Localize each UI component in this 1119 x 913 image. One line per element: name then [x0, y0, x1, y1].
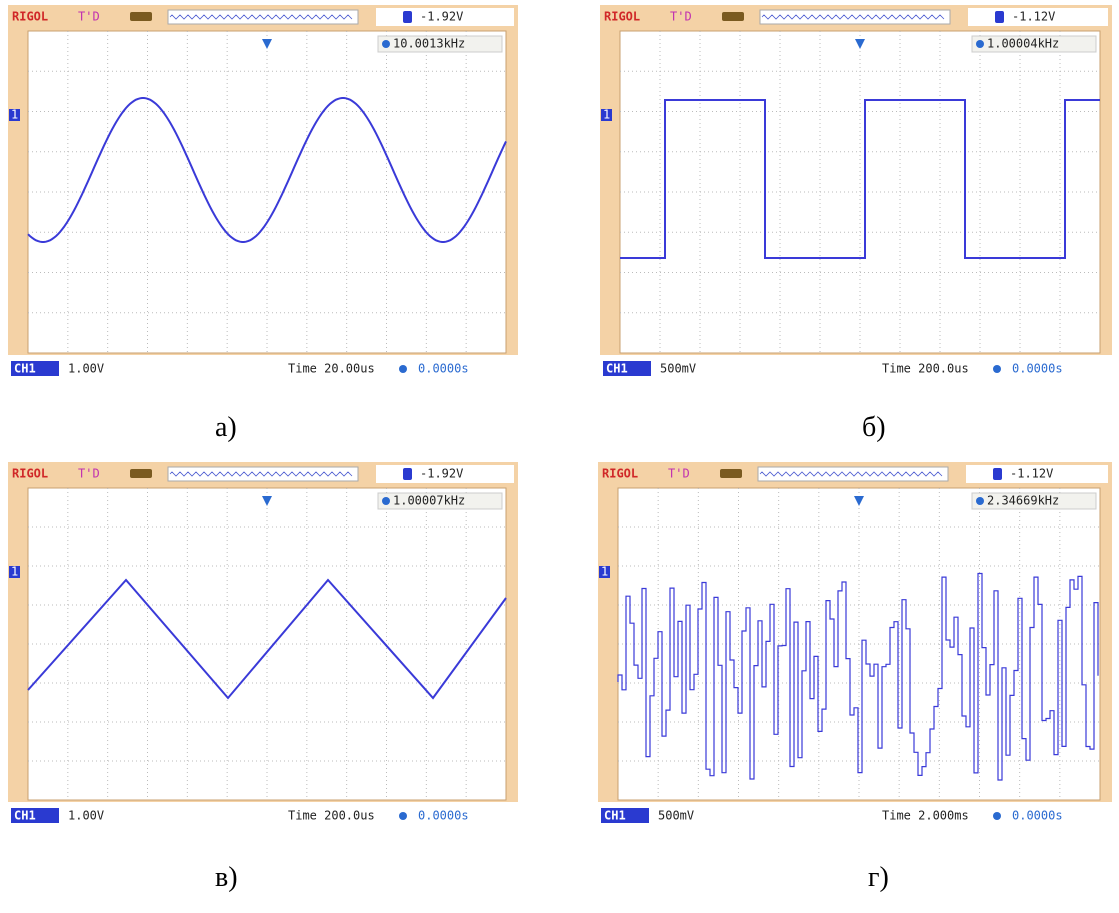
status: T'D [78, 467, 100, 481]
brand: RIGOL [12, 467, 48, 481]
trigger-offset: 0.0000s [418, 809, 469, 823]
offset-icon [993, 812, 1001, 820]
channel-icon [995, 11, 1004, 23]
brand: RIGOL [12, 10, 48, 24]
scope-panel: RIGOL T'D -1.12V 1.00004kHz 1 CH1 500mV Time 20… [600, 5, 1112, 385]
frequency: 10.0013kHz [393, 37, 465, 51]
trigger-offset: 0.0000s [418, 362, 469, 376]
status: T'D [78, 10, 100, 24]
channel-marker: 1 [11, 108, 18, 122]
offset-icon [993, 365, 1001, 373]
channel-marker: 1 [601, 565, 608, 579]
caption: б) [862, 412, 886, 444]
caption: а) [215, 412, 237, 444]
trigger-level: -1.12V [1012, 10, 1055, 24]
frequency: 1.00004kHz [987, 37, 1059, 51]
trigger-level: -1.12V [1010, 467, 1053, 481]
offset-icon [399, 365, 407, 373]
memory-icon [130, 469, 152, 478]
caption: г) [868, 862, 889, 894]
trigger-level: -1.92V [420, 467, 463, 481]
freq-icon [976, 497, 984, 505]
offset-icon [399, 812, 407, 820]
timebase: Time 20.00us [288, 362, 375, 376]
channel-icon [403, 11, 412, 23]
freq-icon [382, 40, 390, 48]
channel: CH1 [604, 809, 626, 823]
memory-icon [720, 469, 742, 478]
scope-panel: RIGOL T'D -1.92V 1.00007kHz 1 CH1 1.00V Time 20… [8, 462, 518, 832]
timebase: Time 200.0us [288, 809, 375, 823]
trigger-offset: 0.0000s [1012, 809, 1063, 823]
channel: CH1 [606, 362, 628, 376]
memory-icon [130, 12, 152, 21]
status: T'D [668, 467, 690, 481]
channel: CH1 [14, 809, 36, 823]
freq-icon [976, 40, 984, 48]
brand: RIGOL [602, 467, 638, 481]
timebase: Time 200.0us [882, 362, 969, 376]
volts-per-div: 500mV [660, 362, 696, 376]
timebase: Time 2.000ms [882, 809, 969, 823]
brand: RIGOL [604, 10, 640, 24]
channel: CH1 [14, 362, 36, 376]
channel-marker: 1 [11, 565, 18, 579]
channel-icon [403, 468, 412, 480]
channel-marker: 1 [603, 108, 610, 122]
memory-icon [722, 12, 744, 21]
trigger-level: -1.92V [420, 10, 463, 24]
status: T'D [670, 10, 692, 24]
volts-per-div: 500mV [658, 809, 694, 823]
freq-icon [382, 497, 390, 505]
figure: RIGOL T'D -1.92V 10.0013kHz 1 CH1 1.00V Time 20… [0, 0, 1119, 913]
channel-icon [993, 468, 1002, 480]
volts-per-div: 1.00V [68, 809, 104, 823]
frequency: 2.34669kHz [987, 494, 1059, 508]
volts-per-div: 1.00V [68, 362, 104, 376]
scope-panel: RIGOL T'D -1.92V 10.0013kHz 1 CH1 1.00V Time 20… [8, 5, 518, 385]
frequency: 1.00007kHz [393, 494, 465, 508]
caption: в) [215, 862, 238, 894]
trigger-offset: 0.0000s [1012, 362, 1063, 376]
scope-panel: RIGOL T'D -1.12V 2.34669kHz 1 CH1 500mV Time 2.… [598, 462, 1112, 832]
